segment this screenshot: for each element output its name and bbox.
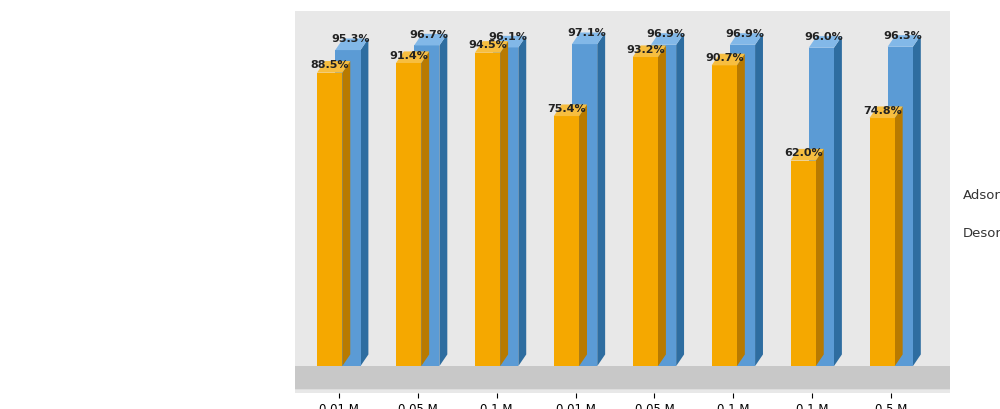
Polygon shape	[475, 42, 508, 54]
Polygon shape	[317, 62, 350, 74]
Text: 91.4%: 91.4%	[389, 51, 428, 61]
Text: 95.3%: 95.3%	[331, 34, 369, 44]
Polygon shape	[816, 150, 824, 366]
Polygon shape	[651, 46, 676, 366]
Polygon shape	[421, 52, 429, 366]
Polygon shape	[572, 34, 605, 45]
Text: 75.4%: 75.4%	[547, 103, 586, 113]
Polygon shape	[317, 74, 342, 366]
Polygon shape	[579, 105, 587, 366]
Polygon shape	[730, 46, 755, 366]
Text: 74.8%: 74.8%	[863, 106, 902, 115]
Polygon shape	[712, 55, 745, 66]
Polygon shape	[895, 107, 903, 366]
Polygon shape	[633, 58, 658, 366]
Text: 88.5%: 88.5%	[310, 60, 349, 70]
Polygon shape	[730, 34, 763, 46]
Text: 96.9%: 96.9%	[646, 29, 685, 39]
Polygon shape	[360, 39, 368, 366]
Text: 94.5%: 94.5%	[468, 40, 507, 50]
Polygon shape	[439, 35, 447, 366]
Polygon shape	[414, 46, 439, 366]
Polygon shape	[295, 378, 958, 389]
Text: 90.7%: 90.7%	[705, 53, 744, 63]
Polygon shape	[737, 55, 745, 366]
Polygon shape	[651, 34, 684, 46]
Polygon shape	[658, 46, 666, 366]
Text: 96.0%: 96.0%	[804, 32, 843, 42]
Polygon shape	[597, 34, 605, 366]
Text: 96.1%: 96.1%	[489, 31, 528, 42]
Polygon shape	[913, 36, 921, 366]
Polygon shape	[870, 107, 903, 119]
Polygon shape	[335, 51, 360, 366]
Text: 97.1%: 97.1%	[568, 28, 606, 38]
Polygon shape	[493, 37, 526, 48]
Polygon shape	[572, 45, 597, 366]
Polygon shape	[834, 37, 842, 366]
Polygon shape	[342, 62, 350, 366]
Text: 96.7%: 96.7%	[410, 29, 449, 40]
Polygon shape	[295, 366, 950, 389]
Polygon shape	[870, 119, 895, 366]
Polygon shape	[712, 66, 737, 366]
Polygon shape	[396, 52, 429, 64]
Text: 96.9%: 96.9%	[725, 29, 764, 39]
Polygon shape	[676, 34, 684, 366]
Polygon shape	[888, 36, 921, 48]
Polygon shape	[475, 54, 500, 366]
Text: 62.0%: 62.0%	[784, 148, 823, 158]
Polygon shape	[414, 35, 447, 46]
Polygon shape	[809, 49, 834, 366]
Polygon shape	[493, 48, 518, 366]
Polygon shape	[791, 150, 824, 161]
Polygon shape	[888, 48, 913, 366]
Polygon shape	[755, 34, 763, 366]
Polygon shape	[633, 46, 666, 58]
Polygon shape	[791, 161, 816, 366]
Polygon shape	[396, 64, 421, 366]
Text: 96.3%: 96.3%	[883, 31, 922, 41]
Polygon shape	[500, 42, 508, 366]
Text: Adsorption: Adsorption	[963, 189, 1000, 201]
Polygon shape	[809, 37, 842, 49]
Polygon shape	[554, 105, 587, 117]
Polygon shape	[554, 117, 579, 366]
Text: 93.2%: 93.2%	[626, 45, 665, 55]
Text: Desorption: Desorption	[963, 227, 1000, 239]
Polygon shape	[518, 37, 526, 366]
Polygon shape	[335, 39, 368, 51]
